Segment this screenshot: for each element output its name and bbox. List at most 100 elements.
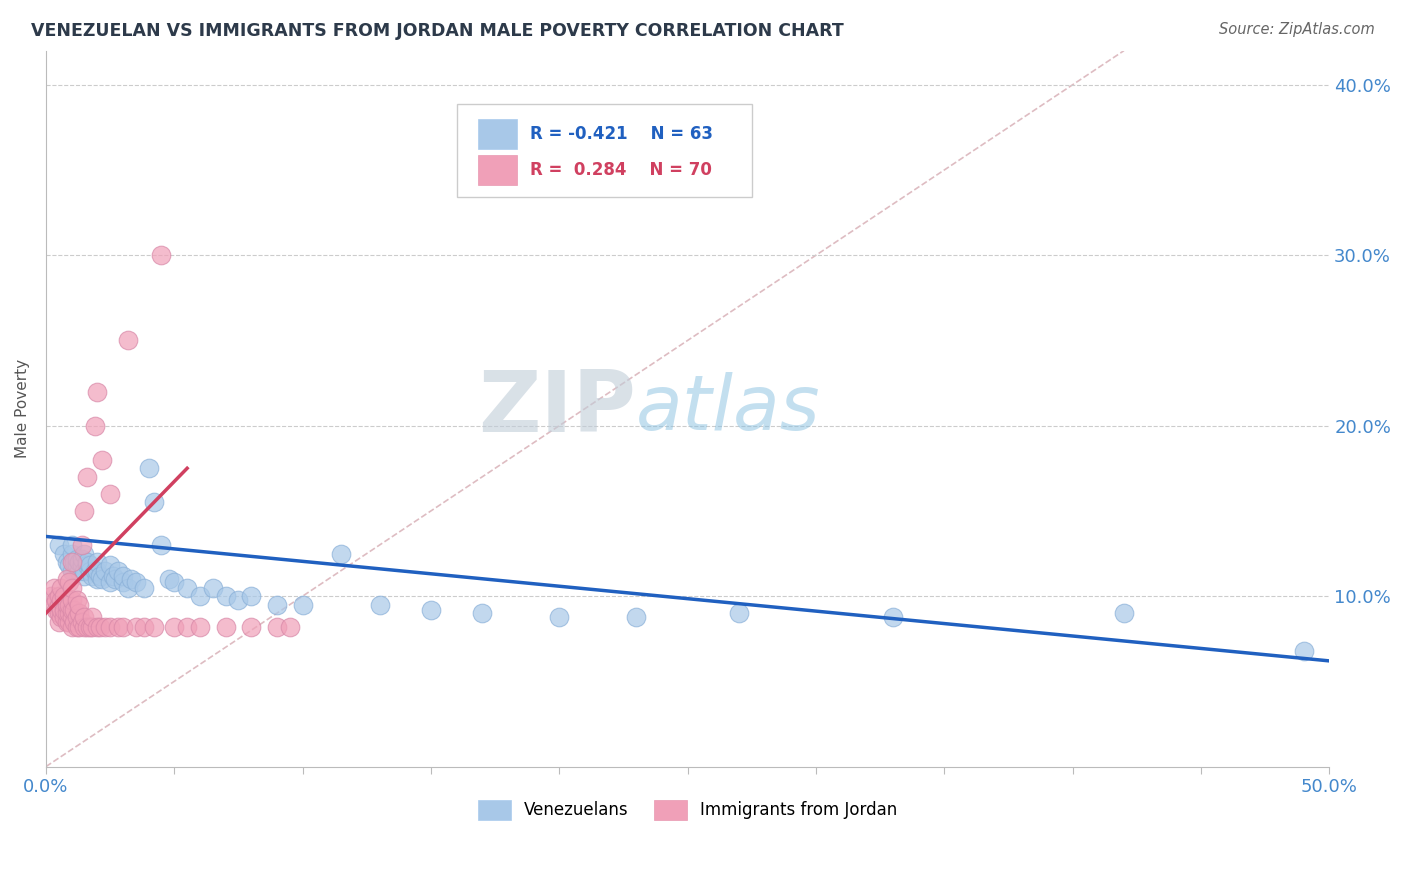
Point (107, 620, 129, 634)
Point (111, 568, 134, 582)
Point (157, 572, 180, 586)
Point (138, 461, 160, 475)
Point (58, 606, 80, 620)
Point (420, 603, 443, 617)
Point (55, 555, 77, 569)
Point (150, 248, 173, 262)
Point (98, 620, 121, 634)
Point (73, 564, 96, 578)
Point (163, 620, 186, 634)
Point (52, 609, 75, 624)
Point (70, 551, 93, 566)
Point (60, 547, 83, 561)
Point (278, 620, 301, 634)
Point (79, 620, 101, 634)
Point (1292, 643, 1315, 657)
Point (188, 620, 211, 634)
Point (120, 572, 142, 586)
Point (117, 581, 139, 595)
Point (63, 615, 86, 629)
Point (60, 564, 83, 578)
Point (82, 620, 104, 634)
Point (142, 495, 165, 509)
Point (58, 575, 80, 590)
Point (66, 558, 89, 573)
Point (91, 572, 114, 586)
Point (76, 470, 98, 484)
Point (291, 598, 314, 612)
Point (176, 581, 198, 595)
Point (86, 564, 108, 578)
Point (214, 589, 236, 603)
Point (368, 598, 391, 612)
Text: Source: ZipAtlas.com: Source: ZipAtlas.com (1219, 22, 1375, 37)
Point (728, 606, 751, 620)
Point (142, 620, 165, 634)
Point (67, 598, 90, 612)
Point (214, 620, 236, 634)
Point (48, 615, 70, 629)
Point (48, 538, 70, 552)
Point (125, 620, 148, 634)
Point (82, 568, 104, 582)
Point (67, 564, 90, 578)
Point (66, 609, 89, 624)
Point (107, 564, 129, 578)
Point (117, 334, 139, 348)
Point (76, 620, 98, 634)
Point (228, 592, 250, 607)
Text: ZIP: ZIP (478, 368, 637, 450)
Point (66, 592, 89, 607)
Point (39, 589, 62, 603)
Point (60, 581, 83, 595)
Point (83, 418, 105, 433)
Point (73, 568, 96, 582)
Point (86, 384, 108, 399)
Point (60, 609, 83, 624)
Point (83, 564, 105, 578)
Point (79, 558, 101, 573)
Point (45, 603, 67, 617)
Point (58, 615, 80, 629)
Point (60, 538, 83, 552)
Point (240, 620, 263, 634)
Point (67, 555, 90, 569)
Point (163, 575, 186, 590)
Point (76, 555, 98, 569)
Point (70, 558, 93, 573)
Point (86, 555, 108, 569)
Point (266, 598, 288, 612)
Point (70, 538, 93, 552)
Point (42, 581, 65, 595)
Point (51, 603, 73, 617)
Point (94, 564, 117, 578)
Point (52, 589, 75, 603)
Point (89, 620, 111, 634)
Point (89, 568, 111, 582)
Point (86, 572, 108, 586)
Point (66, 551, 89, 566)
Point (82, 609, 104, 624)
Point (626, 609, 648, 624)
Point (132, 581, 155, 595)
Point (111, 620, 134, 634)
Point (240, 589, 263, 603)
Point (55, 598, 77, 612)
Point (63, 603, 86, 617)
Point (52, 547, 75, 561)
Point (48, 589, 70, 603)
Point (58, 598, 80, 612)
Point (330, 547, 353, 561)
Point (45, 592, 67, 607)
Point (73, 620, 96, 634)
Point (104, 572, 127, 586)
Point (1112, 606, 1135, 620)
Point (111, 575, 134, 590)
FancyBboxPatch shape (457, 104, 752, 197)
Point (58, 558, 80, 573)
Point (73, 504, 96, 518)
Point (201, 581, 224, 595)
Point (60, 555, 83, 569)
Point (94, 620, 117, 634)
Point (42, 598, 65, 612)
